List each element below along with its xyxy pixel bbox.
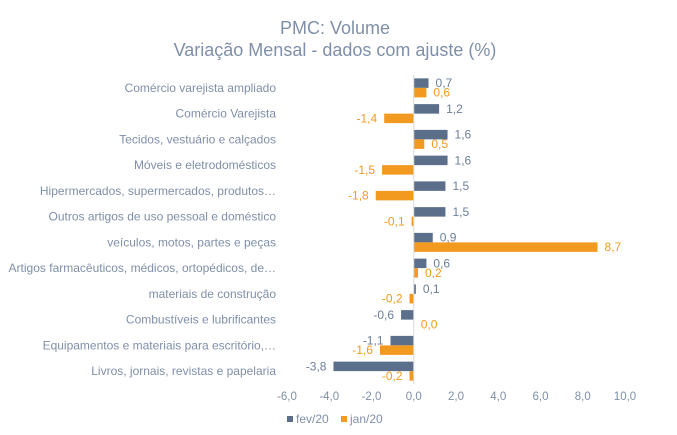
bar-jan20	[413, 87, 427, 98]
bar-fev20	[413, 232, 433, 243]
bar-fev20	[413, 181, 446, 191]
category-label: materiais de construção	[149, 287, 277, 301]
bar-jan20	[379, 345, 414, 355]
bar-fev20	[413, 129, 448, 140]
chart-title: PMC: Volume	[280, 18, 390, 38]
data-label: 0,7	[436, 76, 453, 90]
x-tick-label: -2,0	[362, 391, 382, 403]
bar-fev20	[413, 78, 429, 88]
bars	[333, 78, 598, 381]
data-label: 0,6	[433, 256, 450, 270]
data-label: 1,5	[452, 205, 469, 219]
chart-subtitle: Variação Mensal - dados com ajuste (%)	[174, 40, 497, 60]
category-label: Comércio Varejista	[176, 107, 277, 121]
category-label: Livros, jornais, revistas e papelaria	[91, 364, 276, 378]
data-label: 0,5	[431, 137, 448, 151]
bar-fev20	[390, 335, 414, 346]
category-label: Comércio varejista ampliado	[125, 81, 277, 95]
data-label: 0,9	[440, 231, 457, 245]
bar-fev20	[401, 310, 414, 320]
data-label: 8,7	[605, 240, 622, 254]
category-label: Artigos farmacêuticos, médicos, ortopédi…	[9, 261, 276, 275]
data-label: 0,1	[423, 282, 440, 296]
bar-fev20	[333, 361, 414, 372]
legend: fev/20 jan/20	[287, 412, 383, 426]
bar-fev20	[413, 207, 446, 217]
bar-jan20	[413, 139, 425, 149]
data-label: -1,6	[352, 343, 373, 357]
x-tick-label: 2,0	[448, 391, 464, 403]
x-tick-label: -6,0	[277, 391, 297, 403]
x-tick-label: -4,0	[319, 391, 339, 403]
data-label: 1,2	[446, 102, 463, 116]
bar-fev20	[413, 258, 427, 269]
data-label: -0,1	[384, 214, 405, 228]
category-label: Combustíveis e lubrificantes	[126, 313, 276, 327]
x-tick-label: 10,0	[614, 391, 636, 403]
bar-jan20	[382, 165, 414, 175]
bar-jan20	[409, 293, 414, 304]
data-label: -1,4	[356, 111, 377, 125]
data-label: 0,6	[433, 86, 450, 100]
legend-label: fev/20	[296, 412, 329, 426]
data-label: -0,2	[382, 369, 403, 383]
data-label: 0,0	[421, 317, 438, 331]
x-tick-label: 4,0	[490, 391, 506, 403]
category-label: veículos, motos, partes e peças	[107, 235, 276, 249]
legend-swatch	[341, 416, 347, 422]
bar-jan20	[411, 216, 414, 227]
data-label: -1,8	[348, 189, 369, 203]
data-label: 0,2	[425, 266, 442, 280]
legend-swatch	[287, 416, 293, 422]
x-tick-label: 8,0	[575, 391, 591, 403]
category-label: Outros artigos de uso pessoal e doméstic…	[49, 210, 277, 224]
bar-fev20	[413, 155, 448, 166]
data-label: -1,1	[363, 334, 384, 348]
bar-fev20	[413, 284, 416, 294]
data-label: -0,6	[373, 308, 394, 322]
data-label: -1,5	[354, 163, 375, 177]
bar-jan20	[413, 242, 598, 252]
category-label: Hipermercados, supermercados, produtos…	[40, 184, 276, 198]
data-label: 1,6	[455, 153, 472, 167]
category-label: Móveis e eletrodomésticos	[134, 158, 276, 172]
x-tick-label: 0,0	[406, 391, 422, 403]
bar-jan20	[409, 371, 414, 381]
x-tick-label: 6,0	[533, 391, 549, 403]
data-label: 1,5	[452, 179, 469, 193]
bar-jan20	[375, 190, 414, 201]
data-labels: 0,70,61,2-1,41,60,51,6-1,51,5-1,81,5-0,1…	[306, 76, 622, 383]
x-axis: -6,0 -4,0 -2,0 0,0 2,0 4,0 6,0 8,0 10,0	[277, 75, 636, 403]
data-label: -3,8	[306, 359, 327, 373]
bar-jan20	[413, 268, 418, 278]
legend-label: jan/20	[349, 412, 383, 426]
category-label: Tecidos, vestuário e calçados	[119, 132, 276, 146]
data-label: -0,2	[382, 292, 403, 306]
category-label: Equipamentos e materiais para escritório…	[43, 338, 276, 352]
data-label: 1,6	[455, 128, 472, 142]
category-labels: Comércio varejista ampliado Comércio Vare…	[9, 81, 277, 378]
bar-jan20	[384, 113, 414, 124]
bar-fev20	[413, 104, 440, 114]
